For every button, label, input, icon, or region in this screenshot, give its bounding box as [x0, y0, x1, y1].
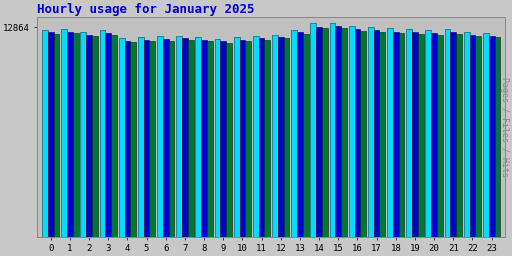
- Bar: [495, 37, 500, 237]
- Bar: [157, 36, 163, 237]
- Bar: [374, 30, 379, 237]
- Bar: [451, 33, 456, 237]
- Bar: [387, 28, 393, 237]
- Bar: [80, 33, 86, 237]
- Bar: [54, 34, 59, 237]
- Bar: [176, 36, 182, 237]
- Bar: [297, 33, 303, 237]
- Bar: [456, 34, 462, 237]
- Bar: [168, 40, 175, 237]
- Bar: [92, 36, 98, 237]
- Bar: [475, 36, 481, 237]
- Bar: [393, 31, 399, 237]
- Bar: [259, 38, 265, 237]
- Bar: [278, 37, 284, 237]
- Bar: [437, 35, 443, 237]
- Bar: [284, 38, 289, 237]
- Bar: [86, 35, 92, 237]
- Bar: [182, 38, 188, 237]
- Bar: [119, 38, 124, 237]
- Bar: [265, 40, 270, 237]
- Bar: [489, 36, 495, 237]
- Bar: [341, 27, 347, 237]
- Bar: [418, 34, 423, 237]
- Bar: [144, 40, 150, 237]
- Bar: [355, 29, 360, 237]
- Bar: [349, 26, 355, 237]
- Bar: [425, 30, 431, 237]
- Bar: [316, 27, 322, 237]
- Bar: [105, 33, 111, 237]
- Bar: [207, 41, 212, 237]
- Bar: [335, 26, 341, 237]
- Bar: [220, 41, 226, 237]
- Bar: [399, 33, 404, 237]
- Bar: [150, 41, 155, 237]
- Bar: [138, 37, 144, 237]
- Bar: [330, 23, 335, 237]
- Bar: [407, 29, 412, 237]
- Bar: [322, 28, 328, 237]
- Bar: [201, 40, 207, 237]
- Bar: [226, 43, 232, 237]
- Bar: [67, 31, 73, 237]
- Bar: [61, 29, 67, 237]
- Bar: [360, 31, 366, 237]
- Y-axis label: Pages / Files / Hits: Pages / Files / Hits: [500, 77, 509, 177]
- Bar: [253, 36, 259, 237]
- Bar: [48, 33, 54, 237]
- Bar: [291, 30, 297, 237]
- Bar: [272, 35, 278, 237]
- Bar: [368, 27, 374, 237]
- Bar: [188, 40, 194, 237]
- Bar: [431, 33, 437, 237]
- Bar: [444, 29, 451, 237]
- Bar: [111, 35, 117, 237]
- Bar: [412, 33, 418, 237]
- Bar: [379, 31, 385, 237]
- Bar: [234, 37, 240, 237]
- Bar: [245, 41, 251, 237]
- Bar: [464, 31, 470, 237]
- Bar: [100, 30, 105, 237]
- Bar: [73, 33, 78, 237]
- Bar: [483, 33, 489, 237]
- Bar: [196, 37, 201, 237]
- Bar: [42, 30, 48, 237]
- Bar: [124, 40, 130, 237]
- Bar: [130, 42, 136, 237]
- Bar: [215, 39, 220, 237]
- Bar: [310, 24, 316, 237]
- Bar: [470, 35, 475, 237]
- Text: Hourly usage for January 2025: Hourly usage for January 2025: [37, 3, 255, 16]
- Bar: [163, 39, 168, 237]
- Bar: [240, 40, 245, 237]
- Bar: [303, 34, 309, 237]
